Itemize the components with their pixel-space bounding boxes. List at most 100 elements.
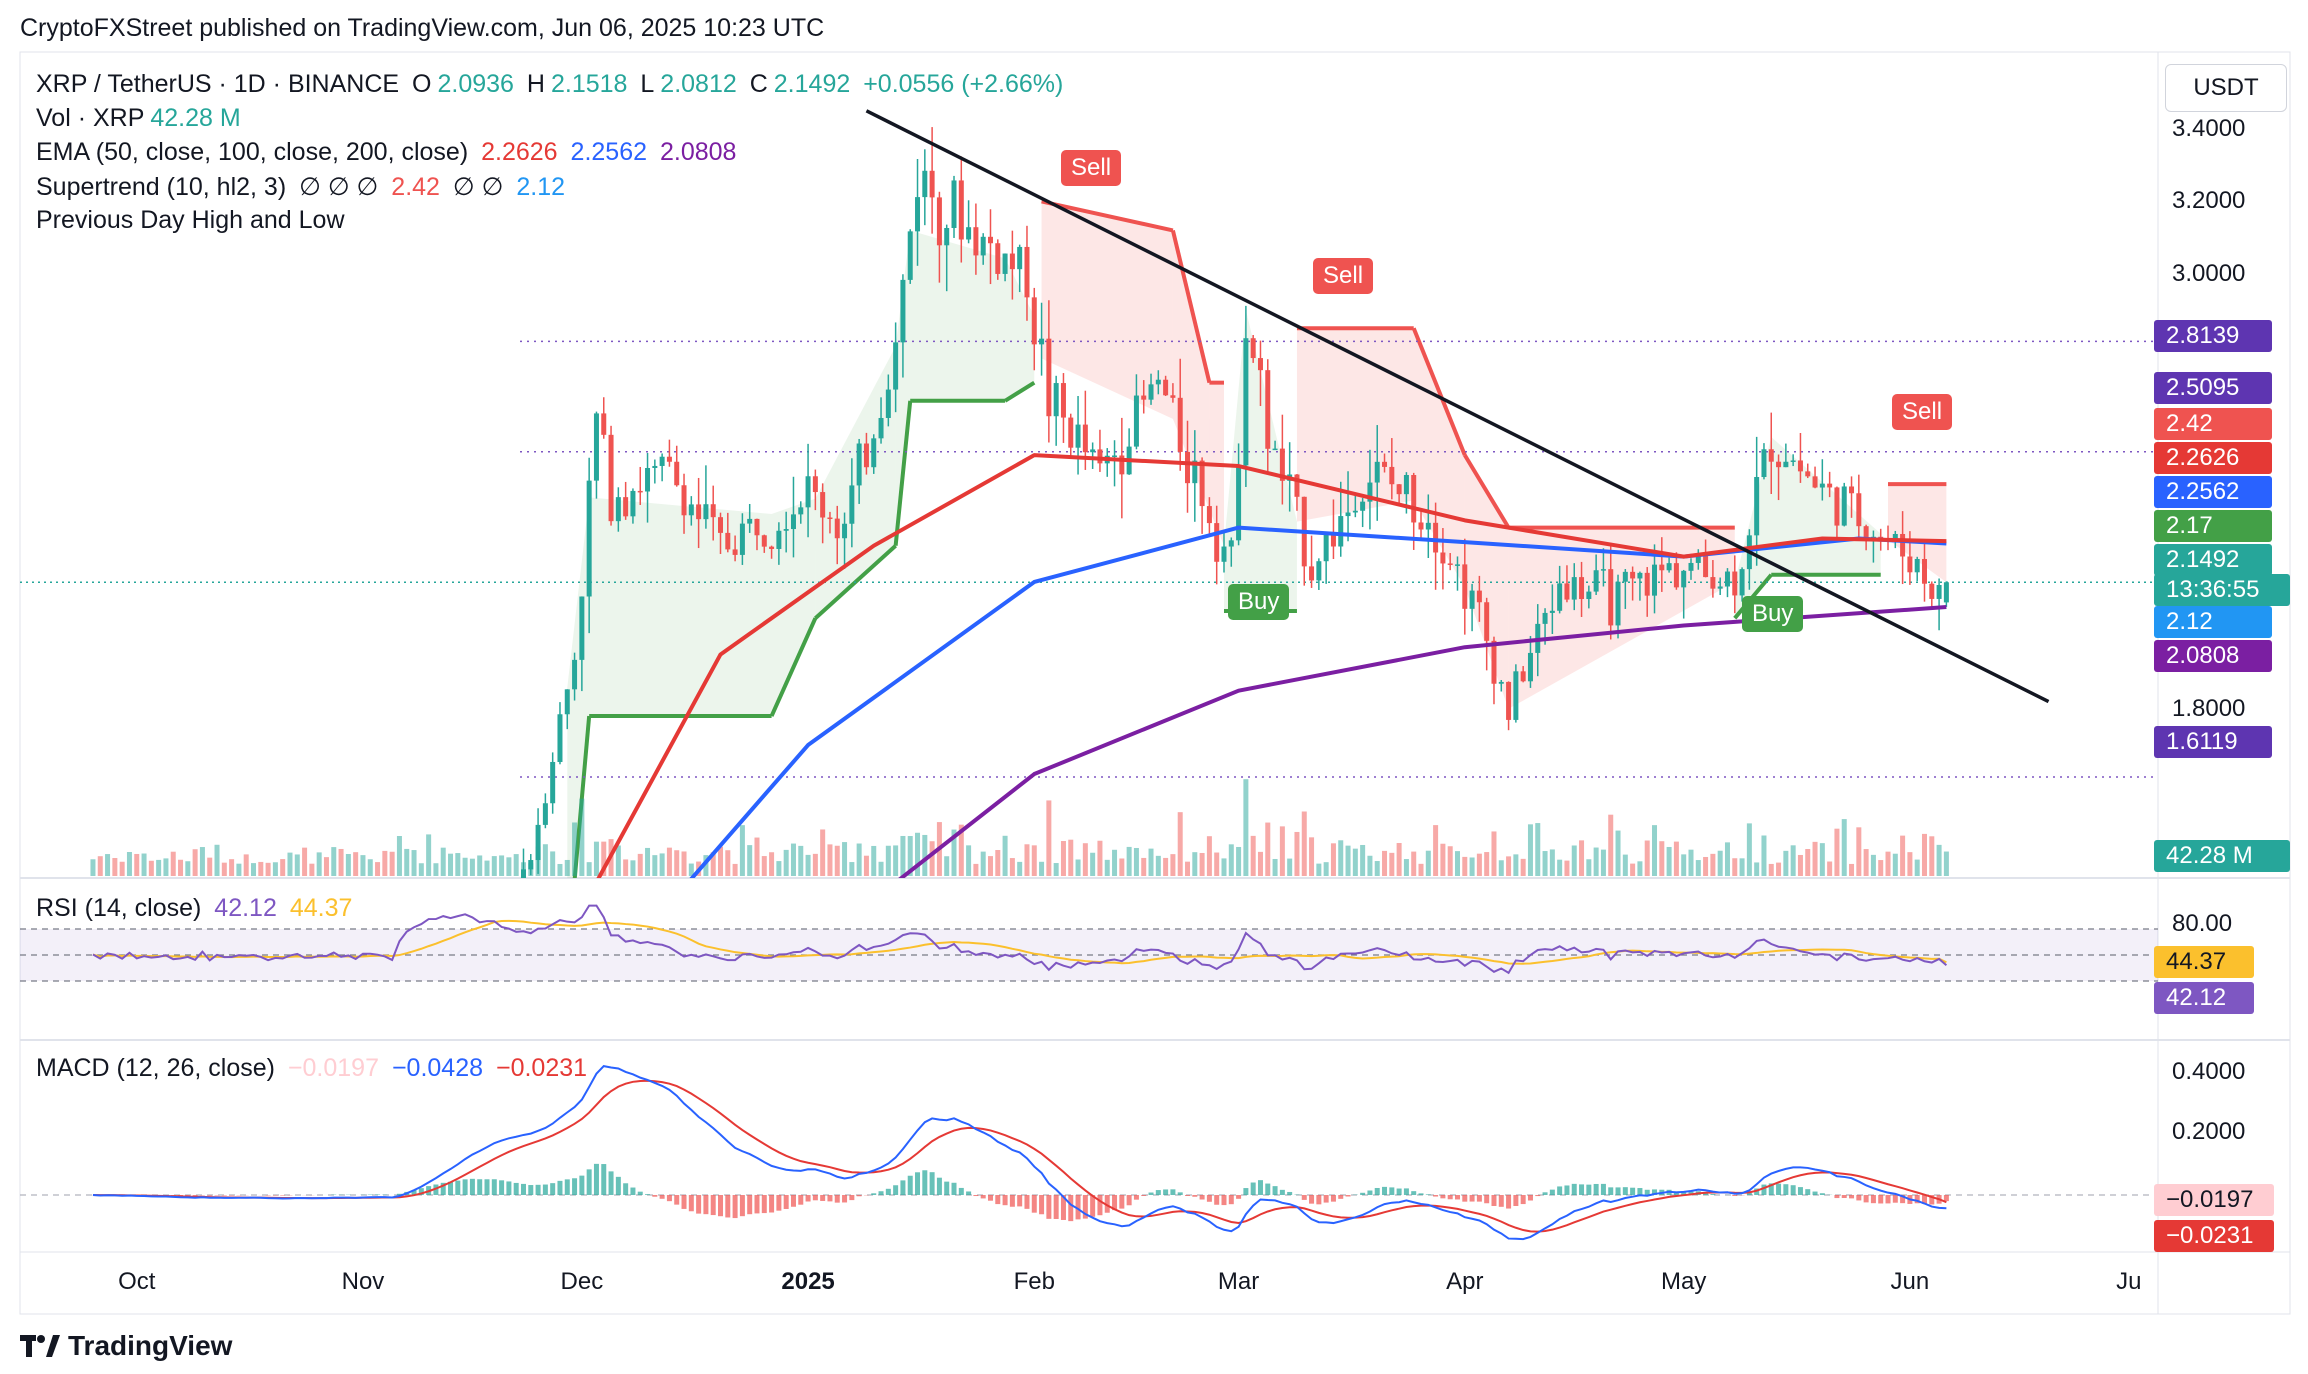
volume-bar: [1659, 841, 1665, 876]
candle-body: [251, 1163, 256, 1165]
volume-bar: [1024, 844, 1030, 876]
volume-bar: [455, 853, 461, 876]
macd-histogram-bar: [564, 1179, 570, 1195]
candle-body: [1360, 501, 1366, 511]
candle-body: [339, 1165, 344, 1171]
candle-body: [382, 1169, 387, 1172]
macd-histogram-bar: [623, 1183, 629, 1195]
volume-bar: [1367, 855, 1373, 876]
macd-histogram-bar: [1608, 1187, 1614, 1195]
volume-bar: [1783, 850, 1789, 876]
macd-histogram-bar: [834, 1195, 840, 1203]
macd-histogram-bar: [1630, 1187, 1636, 1195]
volume-bar: [1506, 856, 1512, 876]
volume-bar: [900, 835, 906, 876]
volume-bar: [856, 843, 862, 876]
candle-body: [718, 517, 724, 533]
price-axis-tag: 2.12: [2154, 606, 2272, 638]
candle-body: [863, 443, 869, 468]
volume-bar: [1746, 823, 1752, 876]
macd-histogram-bar: [1367, 1190, 1373, 1195]
volume-bar: [871, 845, 877, 876]
volume-bar: [1498, 860, 1504, 876]
macd-histogram-bar: [1360, 1192, 1366, 1195]
volume-bar: [790, 843, 796, 876]
macd-histogram-bar: [601, 1164, 607, 1195]
volume-bar: [666, 847, 672, 876]
candle-body: [1425, 522, 1431, 530]
candle-body: [258, 1163, 263, 1166]
volume-bar: [550, 851, 556, 876]
macd-histogram-bar: [812, 1195, 818, 1201]
volume-bar: [1878, 860, 1884, 876]
candle-body: [1192, 460, 1198, 484]
volume-bar: [1338, 840, 1344, 876]
rsi-line: [92, 904, 1948, 975]
macd-histogram-bar: [893, 1185, 899, 1195]
volume-bar: [601, 841, 607, 876]
volume-bar: [375, 862, 381, 876]
supertrend-segment: [1170, 229, 1212, 384]
volume-bar: [506, 857, 512, 876]
volume-bar: [915, 832, 921, 876]
volume-bar: [1586, 859, 1592, 876]
legend-pdhl[interactable]: Previous Day High and Low: [36, 206, 345, 234]
macd-histogram-bar: [885, 1188, 891, 1195]
legend-ema[interactable]: EMA (50, close, 100, close, 200, close) …: [36, 138, 737, 166]
legend-volume[interactable]: Vol · XRP 42.28 M: [36, 104, 241, 132]
macd-histogram-bar: [1287, 1191, 1293, 1195]
tradingview-logo[interactable]: TradingView: [20, 1330, 232, 1362]
macd-histogram-bar: [1119, 1195, 1125, 1209]
legend-rsi[interactable]: RSI (14, close) 42.12 44.37: [36, 894, 353, 922]
volume-bar: [1819, 843, 1825, 876]
volume-bar: [1053, 863, 1059, 876]
volume-bar: [1579, 840, 1585, 876]
legend-macd[interactable]: MACD (12, 26, close) −0.0197 −0.0428 −0.…: [36, 1054, 588, 1082]
volume-bar: [1907, 852, 1913, 876]
volume-bar: [1309, 837, 1315, 876]
candle-body: [659, 456, 665, 466]
volume-bar: [236, 863, 242, 876]
candle-body: [142, 1156, 147, 1159]
macd-histogram-bar: [1681, 1191, 1687, 1195]
supertrend-fill: [1041, 201, 1173, 419]
ema100-line: [689, 525, 1947, 878]
symbol-name[interactable]: XRP / TetherUS · 1D · BINANCE: [36, 70, 400, 98]
volume-bar: [1265, 822, 1271, 876]
volume-bar: [389, 851, 395, 876]
currency-selector[interactable]: USDT: [2165, 64, 2287, 112]
macd-histogram-bar: [1593, 1183, 1599, 1195]
candle-body: [1367, 482, 1373, 502]
candle-body: [360, 1169, 365, 1176]
volume-bar: [426, 834, 432, 876]
candle-body: [1112, 455, 1118, 457]
volume-bar: [812, 853, 818, 876]
macd-histogram-bar: [1732, 1195, 1738, 1197]
candle-body: [980, 236, 986, 256]
candle-body: [397, 1151, 402, 1178]
candle-body: [1009, 253, 1015, 270]
candle-body: [1841, 486, 1847, 526]
volume-bar: [1863, 849, 1869, 876]
macd-histogram-bar: [1104, 1195, 1110, 1213]
macd-histogram-bar: [761, 1195, 767, 1214]
volume-bar: [367, 859, 373, 876]
candle-body: [1185, 451, 1191, 484]
candle-body: [1279, 448, 1285, 481]
candle-body: [1017, 246, 1023, 270]
legend-supertrend[interactable]: Supertrend (10, hl2, 3) ∅ ∅ ∅ 2.42 ∅ ∅ 2…: [36, 173, 566, 201]
volume-bar: [1834, 828, 1840, 876]
volume-bar: [411, 850, 417, 876]
volume-bar: [1425, 850, 1431, 876]
volume-bar: [863, 855, 869, 876]
candle-body: [827, 517, 833, 520]
price-tick-label: 3.0000: [2172, 259, 2246, 287]
volume-bar: [1484, 852, 1490, 876]
candle-body: [1075, 424, 1081, 448]
candle-body: [229, 1165, 234, 1167]
candle-body: [1338, 516, 1344, 547]
macd-histogram-bar: [1374, 1187, 1380, 1195]
volume-bar: [1170, 854, 1176, 876]
price-axis-tag: 2.2562: [2154, 476, 2272, 508]
